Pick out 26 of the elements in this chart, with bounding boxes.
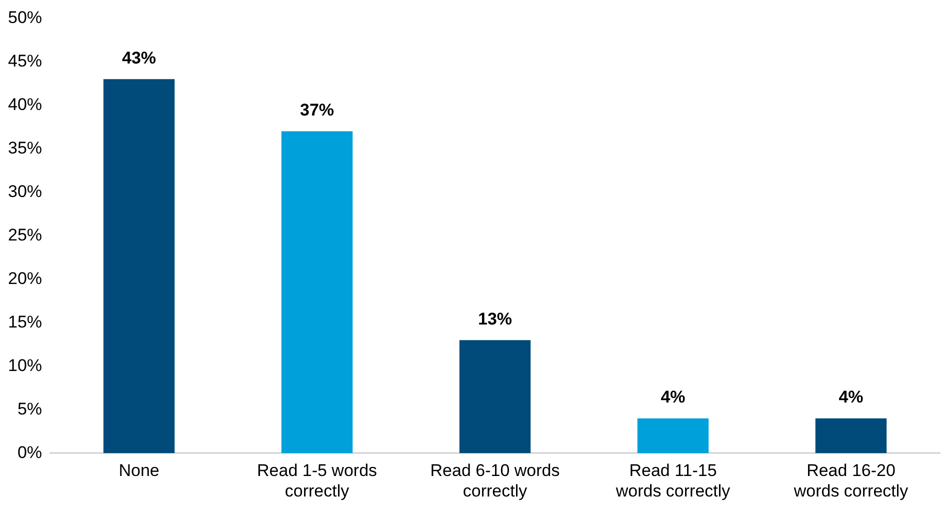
data-label: 4% — [838, 388, 864, 407]
bar — [281, 131, 353, 454]
bar — [637, 418, 709, 454]
bar — [815, 418, 887, 454]
x-tick-label: Read 16-20 words correctly — [792, 461, 909, 500]
y-tick-label: 15% — [8, 312, 42, 332]
x-tick-label: Read 1-5 words correctly — [257, 461, 378, 500]
y-tick-label: 40% — [8, 94, 42, 114]
y-tick-label: 30% — [8, 182, 42, 201]
bar — [103, 79, 175, 454]
data-label: 43% — [122, 48, 156, 68]
x-tick-label: Read 6-10 words correctly — [430, 461, 560, 500]
y-tick-label: 5% — [17, 399, 42, 418]
data-label: 37% — [300, 100, 334, 120]
data-label: 13% — [478, 309, 512, 328]
y-tick-label: 25% — [8, 225, 42, 244]
y-tick-label: 10% — [8, 356, 42, 375]
y-tick-label: 35% — [8, 138, 42, 158]
y-tick-label: 20% — [8, 268, 42, 288]
y-tick-label: 45% — [8, 51, 42, 70]
x-tick-label: None — [118, 461, 160, 480]
bar — [459, 340, 531, 454]
x-tick-label: Read 11-15 words correctly — [614, 461, 731, 500]
y-tick-label: 50% — [8, 8, 42, 27]
y-tick-label: 0% — [17, 442, 42, 462]
data-label: 4% — [660, 388, 686, 407]
